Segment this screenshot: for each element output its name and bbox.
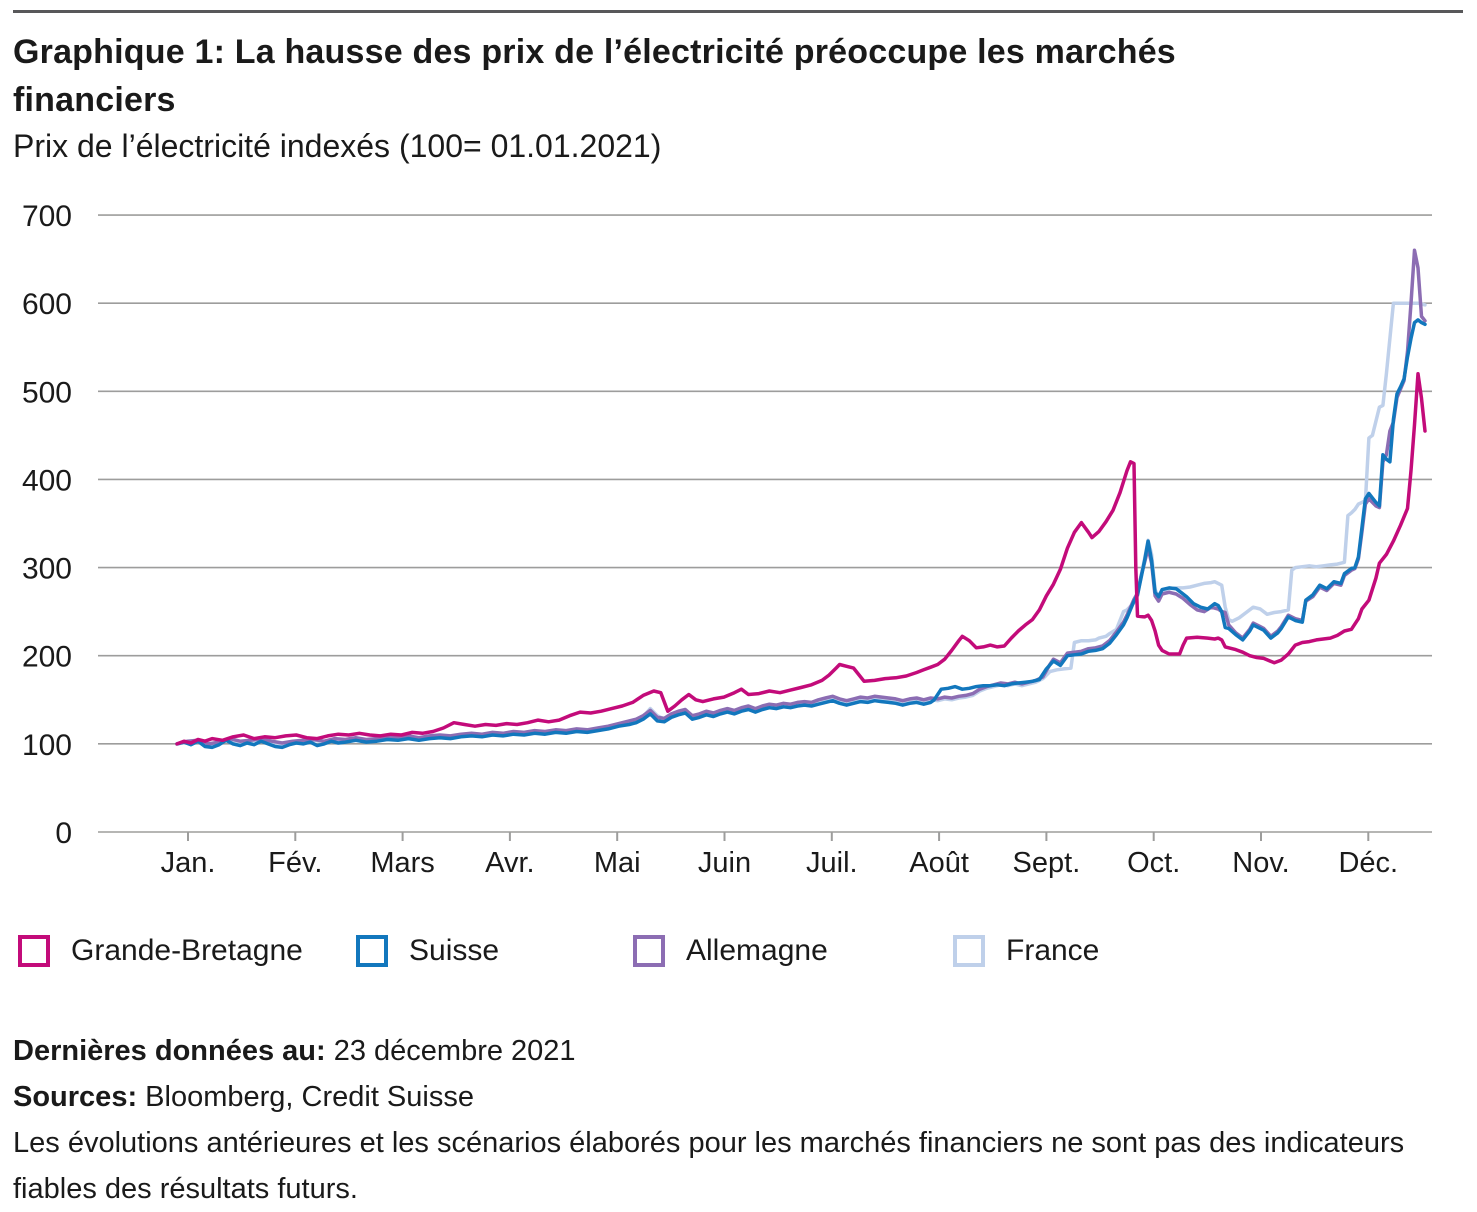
series-line-grande-bretagne [175, 371, 1427, 746]
sources-label: Sources: [13, 1081, 138, 1113]
legend-label-allemagne: Allemagne [686, 934, 828, 967]
chart-legend: Grande-Bretagne Suisse Allemagne France [0, 928, 1477, 988]
y-tick-label: 300 [22, 553, 72, 586]
x-tick-label: Sept. [1013, 847, 1081, 879]
x-axis-ticks [187, 832, 1370, 841]
chart-footnotes: Dernières données au: 23 décembre 2021 S… [13, 1028, 1453, 1212]
x-tick-label: Oct. [1127, 847, 1180, 879]
line-chart: 0 100 200 300 400 500 600 700 Jan. Fév. Mars Avr. Ma… [22, 200, 1432, 879]
legend-label-grande-bretagne: Grande-Bretagne [71, 934, 303, 967]
chart-area: 0 100 200 300 400 500 600 700 Jan. Fév. Mars Avr. Ma… [0, 195, 1477, 895]
legend-swatch-france-icon [953, 935, 985, 967]
chart-title-line1: Graphique 1: La hausse des prix de l’éle… [13, 33, 1176, 71]
x-tick-label: Mars [370, 847, 434, 879]
y-tick-label: 100 [22, 729, 72, 762]
x-tick-label: Fév. [268, 847, 322, 879]
series-line-allemagne [175, 248, 1427, 746]
y-tick-label: 200 [22, 641, 72, 674]
legend-swatch-grande-bretagne-icon [18, 935, 50, 967]
x-tick-label: Juin [698, 847, 751, 879]
sources-value: Bloomberg, Credit Suisse [137, 1081, 474, 1113]
legend-label-france: France [1006, 934, 1100, 967]
x-tick-label: Nov. [1232, 847, 1289, 879]
legend-swatch-suisse-icon [356, 935, 388, 967]
x-tick-label: Mai [594, 847, 641, 879]
chart-subtitle: Prix de l’électricité indexés (100= 01.0… [13, 128, 662, 164]
series-line-suisse [175, 318, 1427, 750]
legend-item-allemagne: Allemagne [633, 928, 828, 974]
y-axis-labels: 0 100 200 300 400 500 600 700 [22, 200, 72, 850]
sources-line: Sources: Bloomberg, Credit Suisse [13, 1074, 1453, 1120]
y-tick-label: 400 [22, 464, 72, 497]
chart-title-line2: financiers [13, 81, 176, 119]
y-tick-label: 700 [22, 200, 72, 233]
x-tick-label: Août [909, 847, 969, 879]
x-tick-label: Déc. [1338, 847, 1398, 879]
legend-item-grande-bretagne: Grande-Bretagne [18, 928, 303, 974]
disclaimer-text: Les évolutions antérieures et les scénar… [13, 1127, 1405, 1205]
x-tick-label: Avr. [485, 847, 534, 879]
legend-label-suisse: Suisse [409, 934, 500, 967]
x-tick-label: Juil. [806, 847, 858, 879]
y-tick-label: 0 [55, 817, 72, 850]
x-tick-label: Jan. [161, 847, 216, 879]
top-rule [13, 10, 1463, 13]
legend-swatch-allemagne-icon [633, 935, 665, 967]
y-tick-label: 500 [22, 376, 72, 409]
legend-item-france: France [953, 928, 1099, 974]
legend-item-suisse: Suisse [356, 928, 499, 974]
x-axis-labels: Jan. Fév. Mars Avr. Mai Juin Juil. Août Sept. Oct… [161, 847, 1399, 879]
last-data-value: 23 décembre 2021 [325, 1035, 576, 1067]
chart-title: Graphique 1: La hausse des prix de l’éle… [13, 28, 1443, 124]
series-line-france [175, 301, 1427, 747]
last-data-label: Dernières données au: [13, 1035, 326, 1067]
last-data-line: Dernières données au: 23 décembre 2021 [13, 1028, 1453, 1074]
y-tick-label: 600 [22, 288, 72, 321]
